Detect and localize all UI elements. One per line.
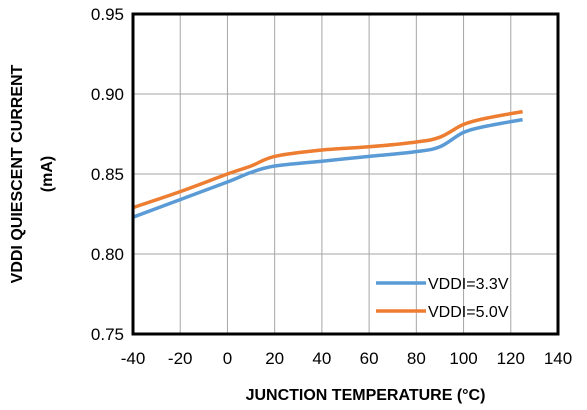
x-axis-title: JUNCTION TEMPERATURE (°C)	[246, 387, 486, 404]
y-axis-tick-labels: 0.75 0.80 0.85 0.90 0.95	[91, 5, 124, 344]
y-axis-title-line-1: VDDI QUIESCENT CURRENT	[9, 64, 26, 283]
x-tick-label: -20	[168, 349, 193, 368]
x-tick-label: 20	[265, 349, 284, 368]
y-axis-title-line-2: (mA)	[39, 156, 56, 192]
x-axis-tick-labels: -40 -20 0 20 40 60 80 100 120 140	[121, 349, 572, 368]
y-tick-label: 0.75	[91, 325, 124, 344]
y-tick-label: 0.85	[91, 165, 124, 184]
y-tick-label: 0.80	[91, 245, 124, 264]
x-tick-label: 140	[544, 349, 572, 368]
x-tick-label: 120	[497, 349, 525, 368]
legend: VDDI=3.3V VDDI=5.0V	[376, 276, 509, 321]
x-tick-label: 80	[407, 349, 426, 368]
series-line	[132, 117, 523, 219]
x-tick-label: 60	[360, 349, 379, 368]
x-tick-label: -40	[121, 349, 146, 368]
legend-label: VDDI=3.3V	[428, 276, 509, 293]
x-tick-label: 0	[223, 349, 232, 368]
legend-label: VDDI=5.0V	[428, 304, 509, 321]
y-tick-label: 0.95	[91, 5, 124, 24]
plot-area-border	[131, 12, 560, 336]
x-tick-label: 40	[312, 349, 331, 368]
grid-lines	[133, 14, 558, 334]
y-tick-label: 0.90	[91, 85, 124, 104]
x-tick-label: 100	[449, 349, 477, 368]
series-line	[132, 109, 523, 210]
series-lines	[132, 109, 523, 219]
